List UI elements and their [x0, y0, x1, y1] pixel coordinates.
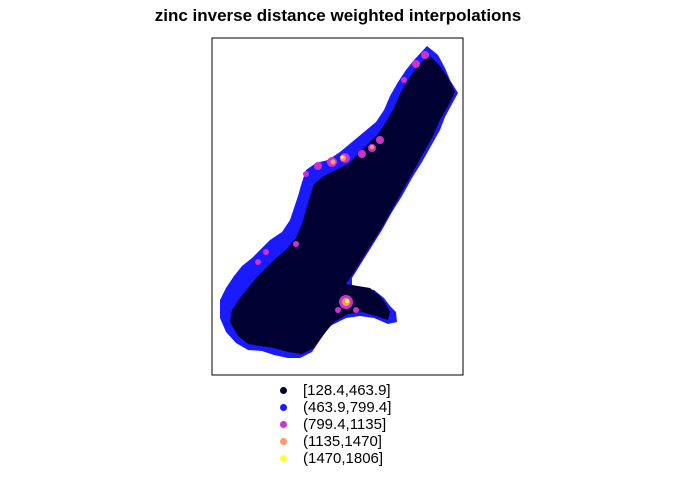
zinc-hotspots-class-5 [340, 155, 349, 303]
zinc-hotspots-class-3 [255, 51, 429, 313]
legend-swatch-icon [280, 438, 287, 445]
legend-item: (1470,1806] [276, 450, 391, 467]
zinc-region-class-1 [230, 56, 455, 354]
legend-swatch-icon [280, 455, 287, 462]
legend-item: (1135,1470] [276, 433, 391, 450]
legend-item: (799.4,1135] [276, 416, 391, 433]
legend-label: (1470,1806] [303, 450, 384, 467]
legend-label: (1135,1470] [303, 433, 382, 450]
legend-label: (799.4,1135] [303, 416, 387, 433]
legend-item: [128.4,463.9] [276, 382, 391, 399]
plot-title: zinc inverse distance weighted interpola… [154, 6, 522, 25]
legend-label: [128.4,463.9] [303, 382, 391, 399]
legend-swatch-icon [280, 404, 287, 411]
legend-item: (463.9,799.4] [276, 399, 391, 416]
legend-swatch-icon [280, 387, 287, 394]
legend-swatch-icon [280, 421, 287, 428]
legend: [128.4,463.9] (463.9,799.4] (799.4,1135]… [276, 382, 391, 467]
legend-label: (463.9,799.4] [303, 399, 392, 416]
